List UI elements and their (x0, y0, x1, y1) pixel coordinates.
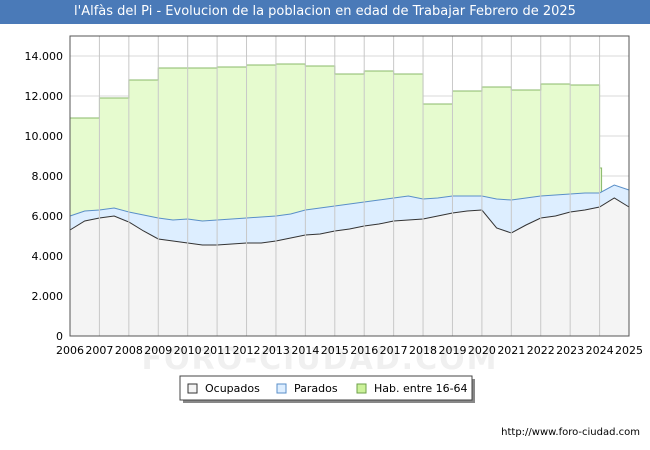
x-tick-label: 2024 (586, 344, 614, 357)
y-tick-label: 6.000 (32, 210, 64, 223)
plot-border (69, 35, 630, 337)
series-line-parados (69, 184, 630, 222)
x-tick-label: 2007 (85, 344, 113, 357)
y-tick-label: 0 (56, 330, 63, 343)
x-tick-label: 2012 (233, 344, 261, 357)
y-tick-label: 4.000 (32, 250, 64, 263)
x-tick-label: 2019 (438, 344, 466, 357)
legend-swatch-hab (356, 383, 367, 394)
legend-swatch-ocupados (187, 383, 198, 394)
legend-swatch-parados (276, 383, 287, 394)
x-tick-label: 2018 (409, 344, 437, 357)
x-tick-label: 2013 (262, 344, 290, 357)
series-area-ocupados (70, 198, 629, 336)
legend-label-hab: Hab. entre 16-64 (374, 382, 468, 395)
y-tick-label: 2.000 (32, 290, 64, 303)
x-tick-label: 2023 (556, 344, 584, 357)
x-tick-label: 2008 (115, 344, 143, 357)
y-tick-label: 10.000 (25, 130, 64, 143)
x-tick-label: 2014 (291, 344, 319, 357)
chart-canvas: FORO-CIUDAD.COM 0 2.000 4.000 6.000 8.000 10.… (25, 35, 643, 403)
legend-label-parados: Parados (294, 382, 338, 395)
x-tick-label: 2009 (144, 344, 172, 357)
y-tick-label: 12.000 (25, 90, 64, 103)
x-tick-label: 2021 (497, 344, 525, 357)
chart-title: l'Alfàs del Pi - Evolucion de la poblaci… (0, 0, 650, 24)
x-tick-label: 2022 (527, 344, 555, 357)
x-tick-label: 2020 (468, 344, 496, 357)
y-tick-label: 8.000 (32, 170, 64, 183)
legend-label-ocupados: Ocupados (205, 382, 260, 395)
x-tick-label: 2006 (56, 344, 84, 357)
x-tick-label: 2010 (174, 344, 202, 357)
watermark: FORO-CIUDAD.COM (142, 342, 499, 377)
x-tick-label: 2015 (321, 344, 349, 357)
y-tick-label: 14.000 (25, 50, 64, 63)
footer-url: http://www.foro-ciudad.com (501, 427, 640, 438)
x-tick-label: 2025 (615, 344, 643, 357)
x-tick-label: 2017 (380, 344, 408, 357)
x-tick-label: 2016 (350, 344, 378, 357)
legend: Ocupados Parados Hab. entre 16-64 (179, 375, 475, 403)
x-tick-label: 2011 (203, 344, 231, 357)
series-line-ocupados (69, 197, 630, 246)
